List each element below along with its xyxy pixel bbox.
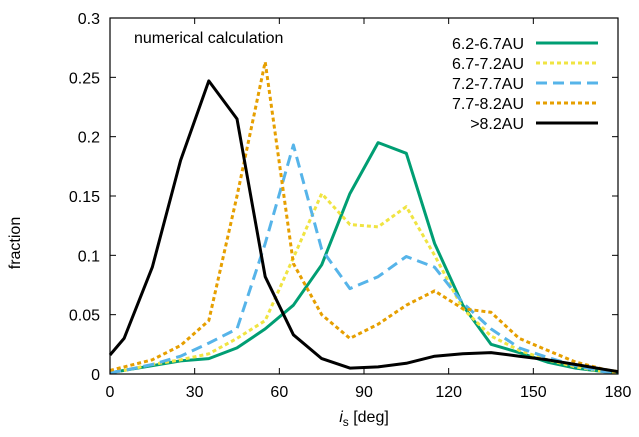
y-tick-label: 0 <box>91 367 100 384</box>
y-tick-label: 0.05 <box>69 308 100 325</box>
x-tick-label: 150 <box>520 384 547 401</box>
legend-label: 7.2-7.7AU <box>452 76 524 93</box>
legend-label: >8.2AU <box>470 116 524 133</box>
y-tick-label: 0.15 <box>69 189 100 206</box>
y-tick-label: 0.2 <box>78 130 100 147</box>
x-tick-label: 60 <box>270 384 288 401</box>
chart-annotation: numerical calculation <box>134 30 283 47</box>
series-line-5 <box>108 79 619 374</box>
plot-content <box>108 60 619 375</box>
y-tick-label: 0.3 <box>78 11 100 28</box>
axes: 0 30 60 90 120 150 180 0 0.05 0.1 0.15 0.2 0.25 0.3 <box>69 11 632 401</box>
x-axis-title-subscript: s <box>343 415 349 429</box>
x-tick-label: 180 <box>605 384 632 401</box>
x-axis-title: is [deg] <box>339 409 389 429</box>
x-tick-label: 120 <box>435 384 462 401</box>
legend-label: 6.7-7.2AU <box>452 56 524 73</box>
legend-label: 7.7-8.2AU <box>452 96 524 113</box>
y-tick-label: 0.25 <box>69 70 100 87</box>
y-tick-label: 0.1 <box>78 248 100 265</box>
x-tick-label: 0 <box>106 384 115 401</box>
y-axis-title: fraction <box>7 217 24 269</box>
x-tick-label: 30 <box>186 384 204 401</box>
series-line-3 <box>109 143 619 375</box>
x-axis-title-symbol: i <box>339 409 343 426</box>
legend: 6.2-6.7AU 6.7-7.2AU 7.2-7.7AU 7.7-8.2AU >8.2… <box>452 36 598 133</box>
x-tick-label: 90 <box>355 384 373 401</box>
x-axis-title-unit: [deg] <box>349 409 389 426</box>
legend-label: 6.2-6.7AU <box>452 36 524 53</box>
series-line-4 <box>109 60 619 374</box>
